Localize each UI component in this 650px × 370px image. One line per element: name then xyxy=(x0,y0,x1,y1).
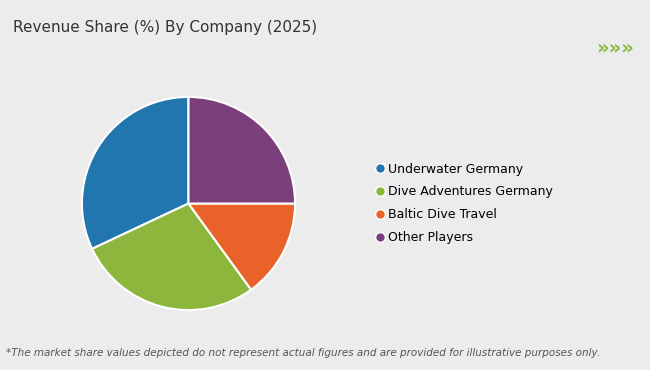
Legend: Underwater Germany, Dive Adventures Germany, Baltic Dive Travel, Other Players: Underwater Germany, Dive Adventures Germ… xyxy=(377,162,553,245)
Wedge shape xyxy=(188,204,295,290)
Text: Revenue Share (%) By Company (2025): Revenue Share (%) By Company (2025) xyxy=(13,20,317,35)
Wedge shape xyxy=(188,97,295,204)
Text: »»»: »»» xyxy=(596,38,634,57)
Text: *The market share values depicted do not represent actual figures and are provid: *The market share values depicted do not… xyxy=(6,348,601,359)
Wedge shape xyxy=(82,97,188,249)
Wedge shape xyxy=(92,204,251,310)
